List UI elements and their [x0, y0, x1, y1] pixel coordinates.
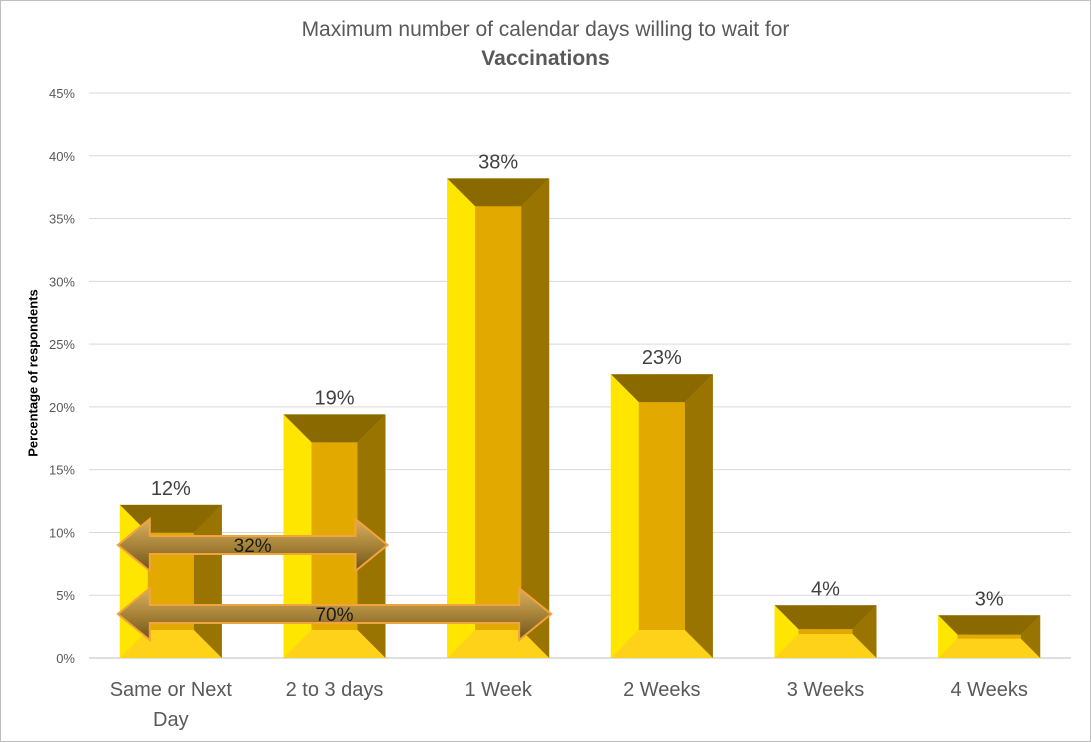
x-axis-categories: Same or Next Day 2 to 3 days 1 Week 2 Weeks 3… [110, 679, 1028, 731]
bar [774, 605, 877, 658]
x-category-label: 1 Week [464, 679, 532, 701]
bar-face [957, 634, 1021, 639]
chart-title-line: Maximum number of calendar days willing … [301, 18, 790, 41]
y-tick-label: 20% [49, 400, 75, 415]
y-axis-ticks: 0% 5% 10% 15% 20% 25% 30% 35% 40% 45% [49, 86, 75, 666]
x-category-label: 3 Weeks [787, 679, 864, 701]
bar [447, 178, 550, 658]
bar-bevel-right [1020, 615, 1041, 658]
data-label: 4% [811, 578, 840, 600]
y-tick-label: 40% [49, 149, 75, 164]
bar-bevel-top [283, 414, 386, 443]
bar-bevel-top [447, 178, 550, 207]
y-tick-label: 15% [49, 463, 75, 478]
bar [938, 615, 1041, 658]
x-category-label: 2 to 3 days [286, 679, 384, 701]
bar-bevel-left [938, 615, 958, 658]
x-category-label: 2 Weeks [623, 679, 700, 701]
double-arrow [116, 585, 553, 643]
bar-bevel-right [521, 178, 550, 658]
data-label: 12% [151, 478, 191, 500]
bars: 12% 19% 38% 23% 4% 3% [119, 151, 1041, 658]
x-category-label: 4 Weeks [950, 679, 1027, 701]
gridlines [89, 92, 1071, 659]
bar [610, 374, 713, 658]
bar-face [638, 402, 685, 630]
bar-bevel-bottom [610, 630, 713, 658]
y-tick-label: 45% [49, 86, 75, 101]
arrow-label: 70% [315, 605, 353, 626]
bar-bevel-bottom [283, 630, 386, 658]
y-tick-label: 25% [49, 337, 75, 352]
y-tick-label: 35% [49, 212, 75, 227]
y-tick-label: 5% [56, 588, 75, 603]
data-label: 38% [478, 151, 518, 173]
double-arrow [116, 516, 390, 574]
bar-bevel-right [852, 605, 877, 658]
data-label: 23% [642, 347, 682, 369]
bar-bevel-bottom [938, 638, 1041, 658]
bar-bevel-top [610, 374, 713, 403]
data-label: 19% [314, 387, 354, 409]
data-label: 3% [975, 588, 1004, 610]
y-tick-label: 0% [56, 651, 75, 666]
y-tick-label: 30% [49, 274, 75, 289]
x-category-label: Same or Next [110, 679, 233, 701]
x-category-label: Day [153, 709, 189, 731]
chart-title: Maximum number of calendar days willing … [1, 15, 1090, 73]
bar [119, 504, 222, 658]
bar-bevel-left [774, 605, 799, 658]
bar-bevel-left [610, 374, 639, 658]
arrow-label: 32% [234, 536, 272, 557]
bar-face [475, 206, 522, 630]
y-tick-label: 10% [49, 525, 75, 540]
bar-face [798, 629, 853, 635]
bar-bevel-top [938, 615, 1041, 635]
chart-subtitle: Vaccinations [481, 47, 610, 70]
bar-bevel-top [774, 605, 877, 630]
bar-bevel-right [684, 374, 713, 658]
bar-bevel-bottom [774, 634, 877, 658]
bar-bevel-left [447, 178, 476, 658]
annotation-arrows: 32% 70% [116, 516, 553, 643]
